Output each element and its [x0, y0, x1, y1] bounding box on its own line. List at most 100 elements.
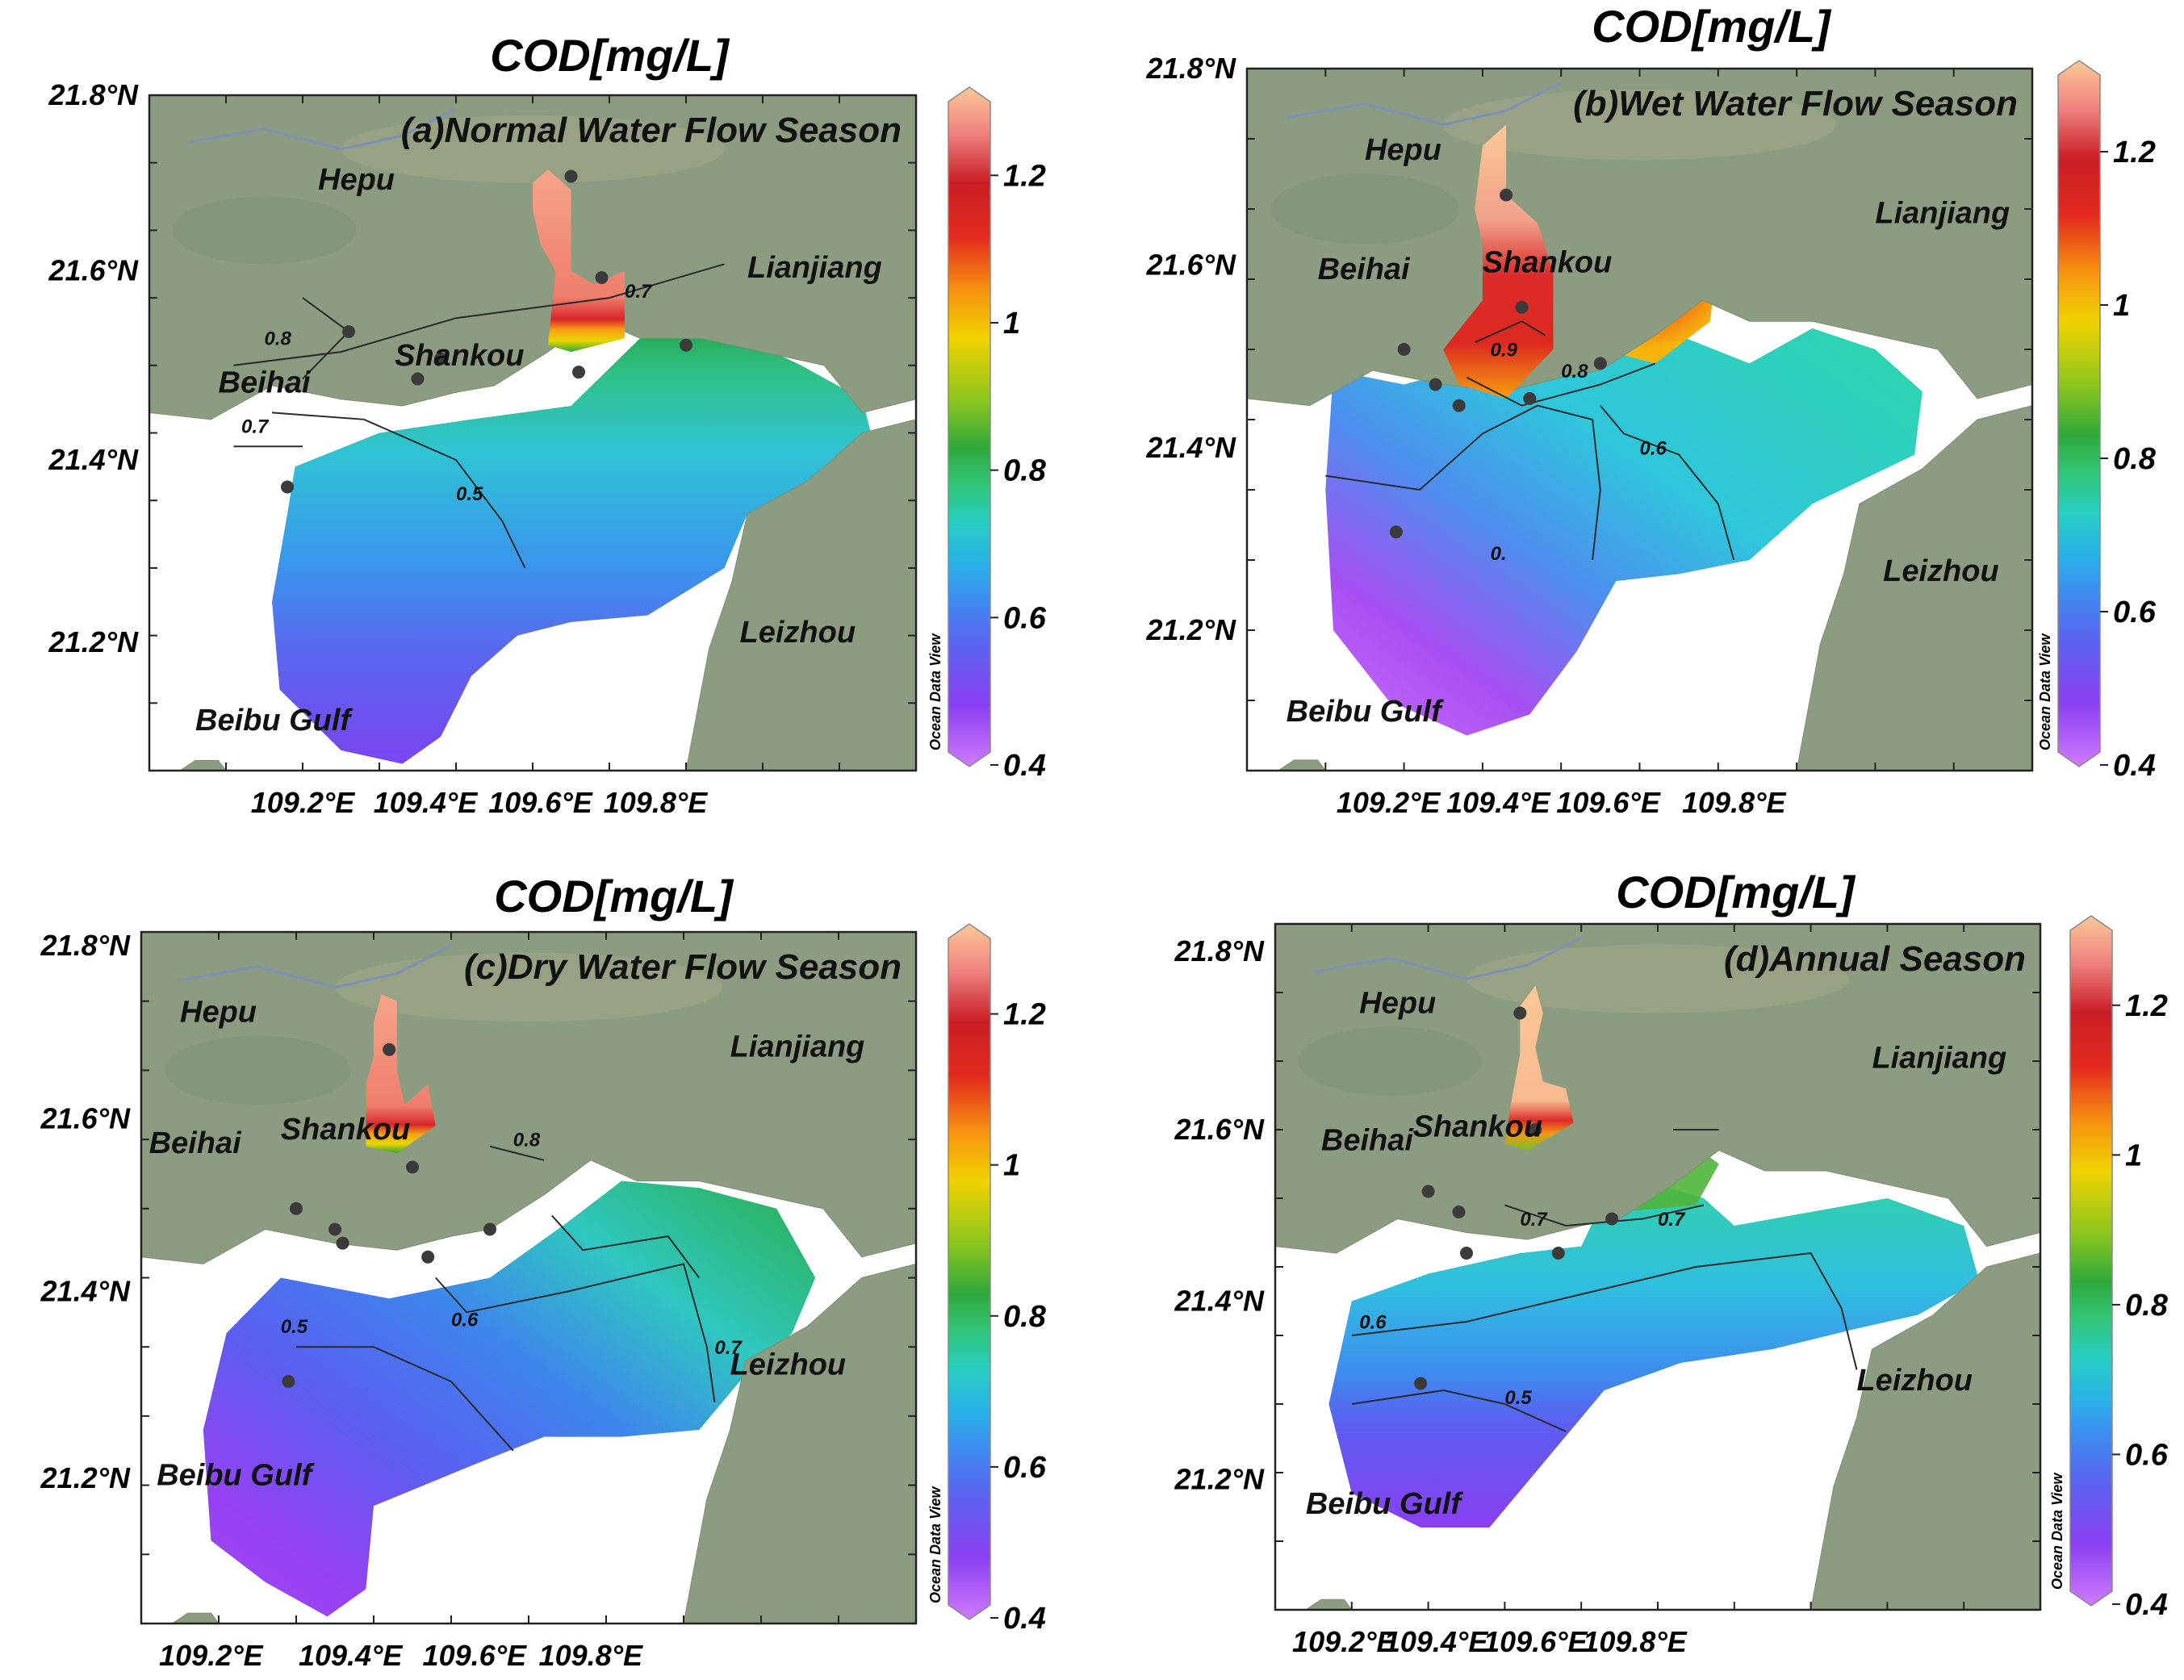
lat-tick-label: 21.6°N: [1146, 249, 1236, 282]
contour-label: 0.: [1491, 543, 1507, 565]
place-label: Lianjiang: [1872, 1042, 2006, 1076]
credit-text: Ocean Data View: [2049, 1473, 2065, 1590]
place-label: Beihai: [149, 1126, 242, 1160]
station-dot: [1389, 525, 1403, 539]
colorbar-tick-label: 1: [2113, 289, 2130, 323]
contour-label: 0.6: [1359, 1312, 1387, 1334]
colorbar-bar: [948, 86, 991, 767]
land-shade: [335, 952, 722, 1022]
lat-tick-label: 21.8°N: [1174, 934, 1265, 967]
lon-tick-label: 109.8°E: [1583, 1625, 1687, 1658]
lat-tick-label: 21.2°N: [1146, 613, 1236, 646]
lon-tick-label: 109.4°E: [374, 786, 478, 819]
colorbar: 0.4 0.6 0.8 1 1.2 Ocean Data View: [927, 86, 1047, 783]
station-dot: [564, 169, 578, 183]
colorbar-tick-label: 0.4: [1003, 749, 1046, 783]
lon-tick-label: 109.2°E: [159, 1639, 263, 1672]
station-dot: [1513, 1006, 1527, 1020]
station-dot: [680, 338, 692, 352]
contour-label: 0.6: [1640, 438, 1667, 460]
contour-label: 0.5: [281, 1316, 308, 1338]
station-dot: [411, 372, 425, 386]
contour-label: 0.8: [513, 1130, 541, 1151]
contour-label: 0.9: [1491, 340, 1518, 361]
colorbar-tick-label: 0.4: [2125, 1588, 2168, 1622]
station-dot: [421, 1250, 435, 1264]
panel-c: 0.5 0.6 0.7 0.8 Hepu Lianjiang Beihai Shankou Le…: [40, 871, 1047, 1672]
colorbar-bar: [948, 923, 991, 1620]
lat-tick-label: 21.8°N: [1146, 52, 1236, 85]
station-dot: [434, 352, 447, 366]
station-dot: [1421, 1185, 1435, 1198]
place-label: Lianjiang: [747, 251, 882, 285]
station-dot: [1523, 391, 1537, 405]
colorbar-tick-label: 0.6: [1003, 601, 1047, 635]
place-label: Leizhou: [740, 616, 856, 650]
cod-field: [1325, 328, 1923, 736]
panel-subtitle: (a)Normal Water Flow Season: [401, 111, 902, 150]
lat-tick-label: 21.6°N: [40, 1101, 131, 1135]
lon-tick-label: 109.8°E: [604, 786, 708, 819]
estuary-channel: [1443, 124, 1554, 399]
colorbar: 0.4 0.6 0.8 1 1.2 Ocean Data View: [2049, 915, 2169, 1622]
contour-line: [551, 1214, 701, 1279]
contour-line: [1474, 320, 1546, 344]
river-line: [187, 107, 457, 151]
contour-label: 0.7: [1520, 1209, 1548, 1231]
place-label: Leizhou: [730, 1348, 847, 1381]
lat-tick-label: 21.4°N: [1146, 431, 1236, 464]
colorbar-tick-label: 0.4: [1003, 1602, 1046, 1636]
land-shade: [164, 1035, 351, 1105]
lat-tick-label: 21.6°N: [1174, 1113, 1265, 1146]
place-label: Beihai: [1321, 1124, 1414, 1158]
colorbar-bar: [2069, 915, 2113, 1607]
contour-line: [1351, 1252, 1858, 1370]
lon-tick-label: 109.2°E: [1292, 1625, 1396, 1658]
colorbar: 0.4 0.6 0.8 1 1.2 Ocean Data View: [927, 923, 1047, 1636]
colorbar-tick-label: 1.2: [2125, 989, 2168, 1023]
contour-label: 0.5: [456, 483, 483, 505]
contour-label: 0.8: [1561, 361, 1588, 382]
station-dot: [1515, 300, 1529, 314]
land-shade: [341, 115, 725, 183]
units-title: COD[mg/L]: [490, 30, 730, 81]
colorbar: 0.4 0.6 0.8 1 1.2 Ocean Data View: [2037, 60, 2157, 783]
lon-tick-label: 109.8°E: [539, 1639, 643, 1672]
credit-text: Ocean Data View: [2037, 633, 2053, 750]
station-dot: [328, 1222, 341, 1236]
station-dot: [1414, 1377, 1428, 1390]
panel-b: 0. 0.8 0.6 0.9 Hepu Lianjiang Beihai Shankou Lei…: [1146, 1, 2157, 819]
lat-tick-label: 21.4°N: [48, 443, 139, 476]
contour-line: [296, 1346, 514, 1452]
land-shade: [1466, 944, 1849, 1013]
land-north: [1246, 68, 2033, 407]
place-label: Leizhou: [1883, 554, 1999, 588]
river-line: [179, 944, 452, 989]
contour-label: 0.6: [451, 1309, 479, 1331]
land-shade: [1270, 173, 1459, 244]
river-line: [1286, 81, 1562, 127]
lon-tick-label: 109.2°E: [1337, 786, 1441, 819]
land-north: [140, 931, 917, 1264]
land: [1246, 68, 2033, 771]
colorbar-tick-label: 1: [1003, 1149, 1020, 1183]
lon-tick-label: 109.4°E: [299, 1639, 403, 1672]
lon-tick-label: 109.8°E: [1682, 786, 1786, 819]
station-dot: [342, 324, 355, 338]
colorbar-tick-label: 0.8: [1003, 1300, 1047, 1334]
panel-d: 0.6 0.5 0.7 0.7 Hepu Lianjiang Beihai Shankou Le…: [1174, 867, 2169, 1658]
contour-label: 0.7: [241, 416, 270, 438]
lon-tick-label: 109.6°E: [488, 786, 592, 819]
station-dot: [1551, 1247, 1565, 1260]
colorbar-tick-label: 1: [2125, 1139, 2142, 1172]
panel-a: 0.7 0.8 0.5 0.7 Hepu Lianjiang Beihai Shankou Le…: [48, 30, 1047, 819]
station-dot: [290, 1201, 303, 1215]
lon-tick-label: 109.6°E: [1483, 1625, 1588, 1658]
lat-tick-label: 21.2°N: [48, 625, 139, 658]
station-dot: [1452, 1206, 1466, 1218]
contour-label: 0.8: [265, 328, 292, 350]
contour-label: 0.7: [714, 1337, 743, 1359]
contour-line: [271, 412, 526, 569]
station-dot: [483, 1222, 496, 1236]
land: [1274, 923, 2041, 1611]
